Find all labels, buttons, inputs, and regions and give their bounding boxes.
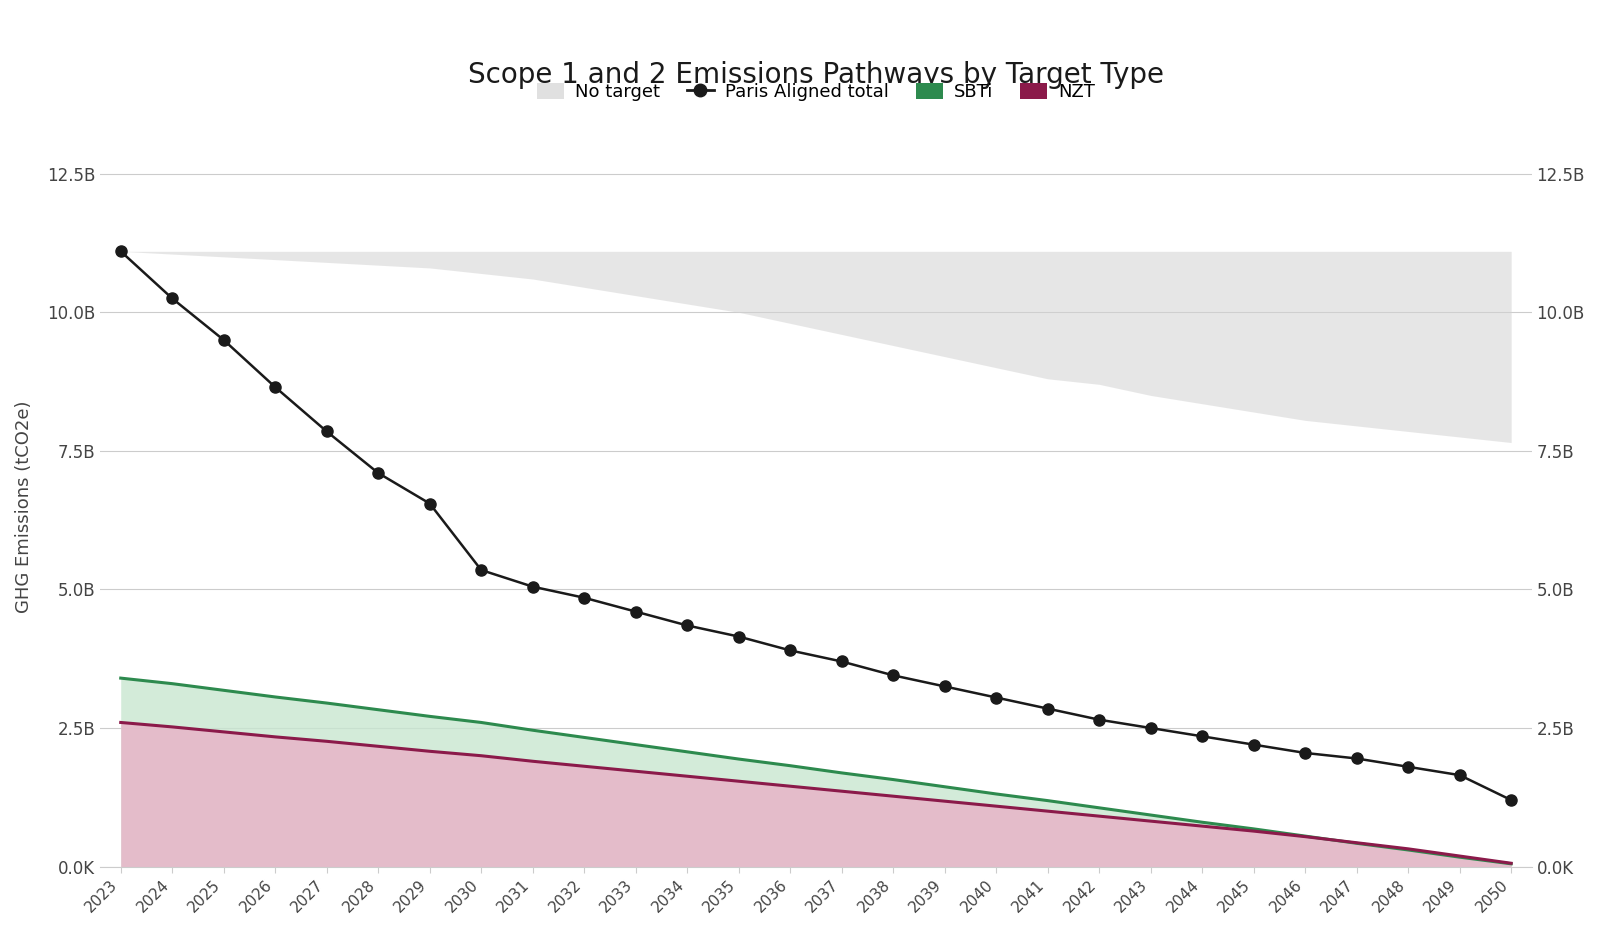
Legend: No target, Paris Aligned total, SBTi, NZT: No target, Paris Aligned total, SBTi, NZ… [530, 75, 1102, 109]
Title: Scope 1 and 2 Emissions Pathways by Target Type: Scope 1 and 2 Emissions Pathways by Targ… [467, 61, 1163, 89]
Y-axis label: GHG Emissions (tCO2e): GHG Emissions (tCO2e) [14, 400, 34, 613]
